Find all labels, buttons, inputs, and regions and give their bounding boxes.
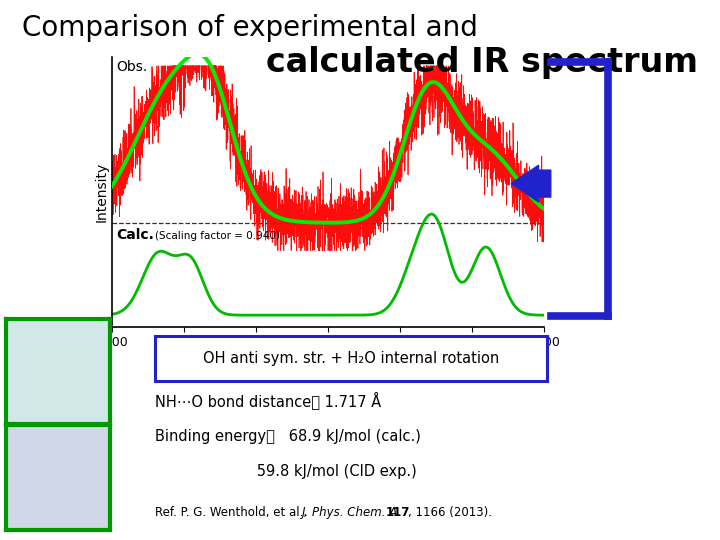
Text: Obs.: Obs.: [117, 59, 148, 73]
Text: J. Phys. Chem. A: J. Phys. Chem. A: [302, 506, 398, 519]
Text: Binding energy：   68.9 kJ/mol (calc.): Binding energy： 68.9 kJ/mol (calc.): [155, 429, 420, 444]
Text: 117: 117: [385, 506, 410, 519]
Y-axis label: Intensity: Intensity: [95, 161, 109, 222]
Text: Ref. P. G. Wenthold, et al.,: Ref. P. G. Wenthold, et al.,: [155, 506, 310, 519]
Text: 59.8 kJ/mol (CID exp.): 59.8 kJ/mol (CID exp.): [155, 464, 417, 480]
Text: Comparison of experimental and: Comparison of experimental and: [22, 14, 477, 42]
Text: OH anti sym. str. + H₂O internal rotation: OH anti sym. str. + H₂O internal rotatio…: [203, 351, 499, 366]
Text: Calc.: Calc.: [117, 228, 155, 242]
X-axis label: Wavenumber / cm⁻¹: Wavenumber / cm⁻¹: [258, 355, 397, 369]
Text: NH⋯O bond distance： 1.717 Å: NH⋯O bond distance： 1.717 Å: [155, 392, 381, 409]
Text: calculated IR spectrum: calculated IR spectrum: [266, 46, 698, 79]
Text: (Scaling factor = 0.940): (Scaling factor = 0.940): [155, 231, 279, 241]
Text: , 1166 (2013).: , 1166 (2013).: [408, 506, 492, 519]
